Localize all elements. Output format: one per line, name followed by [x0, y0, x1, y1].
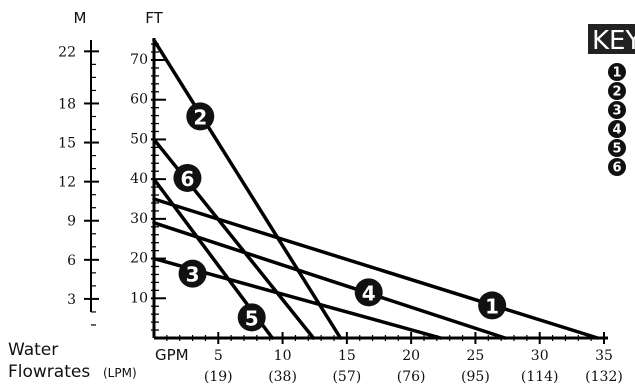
- lpm-tick-label: (38): [268, 369, 297, 385]
- series-2-line: [152, 38, 343, 340]
- key-item-5-badge: [608, 139, 626, 157]
- feet-axis-unit: FT: [145, 9, 163, 27]
- gpm-tick-label: 25: [467, 348, 485, 364]
- lpm-tick-label: (132): [585, 369, 623, 385]
- footer-lpm-label: (LPM): [103, 366, 137, 380]
- lpm-tick-label: (57): [332, 369, 361, 385]
- meters-axis-unit: M: [74, 9, 87, 27]
- m-tick-label: 18: [58, 96, 76, 112]
- key-item-6-label: 6: [612, 161, 621, 176]
- m-tick-label: 15: [58, 136, 76, 152]
- series-4-badge: [354, 278, 383, 307]
- key-item-4-label: 4: [612, 123, 621, 138]
- key-item-3-badge: [608, 101, 626, 119]
- series-4-line: [152, 221, 507, 340]
- key-item-3-label: 3: [612, 104, 621, 119]
- series-5-badge: [237, 303, 266, 332]
- key-legend: KEY 1 2 3 4 5 6: [588, 24, 635, 176]
- key-item-6-badge: [608, 158, 626, 176]
- series-2-badge-label: 2: [193, 105, 207, 129]
- series-1-line: [152, 197, 600, 340]
- series-6-badge: [173, 163, 202, 192]
- gpm-tick-label: 10: [274, 348, 292, 364]
- key-item-4-badge: [608, 120, 626, 138]
- series-1-badge: [478, 291, 507, 320]
- m-tick-label: 3: [67, 292, 76, 308]
- lpm-tick-label: (95): [461, 369, 490, 385]
- key-title: KEY: [592, 26, 635, 56]
- lpm-tick-label: (19): [204, 369, 233, 385]
- series-3-badge: [178, 259, 207, 288]
- x-axis-unit-label: GPM: [155, 346, 189, 364]
- ft-tick-label: 60: [130, 92, 148, 108]
- footer-flowrates-label: Flowrates: [8, 362, 90, 382]
- key-item-1-badge: [608, 63, 626, 81]
- m-tick-label: 6: [67, 253, 76, 269]
- lpm-tick-label: (114): [521, 369, 559, 385]
- m-tick-label: 12: [58, 175, 76, 191]
- series-2-badge: [186, 102, 215, 131]
- series-6-badge-label: 6: [180, 167, 194, 191]
- m-tick-label: 9: [67, 214, 76, 230]
- ft-tick-label: 20: [130, 251, 148, 267]
- key-title-background: [588, 24, 635, 54]
- series-4-badge-label: 4: [362, 281, 376, 305]
- key-item-2-label: 2: [612, 85, 621, 100]
- ft-tick-label: 30: [130, 211, 148, 227]
- gpm-tick-label: 20: [402, 348, 420, 364]
- footer-water-label: Water: [8, 340, 58, 360]
- gpm-tick-label: 15: [338, 348, 356, 364]
- gpm-tick-label: 30: [531, 348, 549, 364]
- ft-tick-label: 70: [130, 52, 148, 68]
- lpm-tick-label: (76): [397, 369, 426, 385]
- key-item-5-label: 5: [612, 142, 621, 157]
- ft-tick-label: 50: [130, 131, 148, 147]
- key-item-1-label: 1: [612, 66, 621, 81]
- key-item-2-badge: [608, 82, 626, 100]
- m-tick-label: 22: [58, 44, 76, 60]
- ft-tick-label: 40: [130, 171, 148, 187]
- series-5-badge-label: 5: [245, 306, 259, 330]
- ft-tick-label: 10: [130, 290, 148, 306]
- gpm-tick-label: 5: [214, 348, 223, 364]
- series-3-badge-label: 3: [186, 263, 200, 287]
- gpm-tick-label: 35: [595, 348, 613, 364]
- series-1-badge-label: 1: [485, 294, 499, 318]
